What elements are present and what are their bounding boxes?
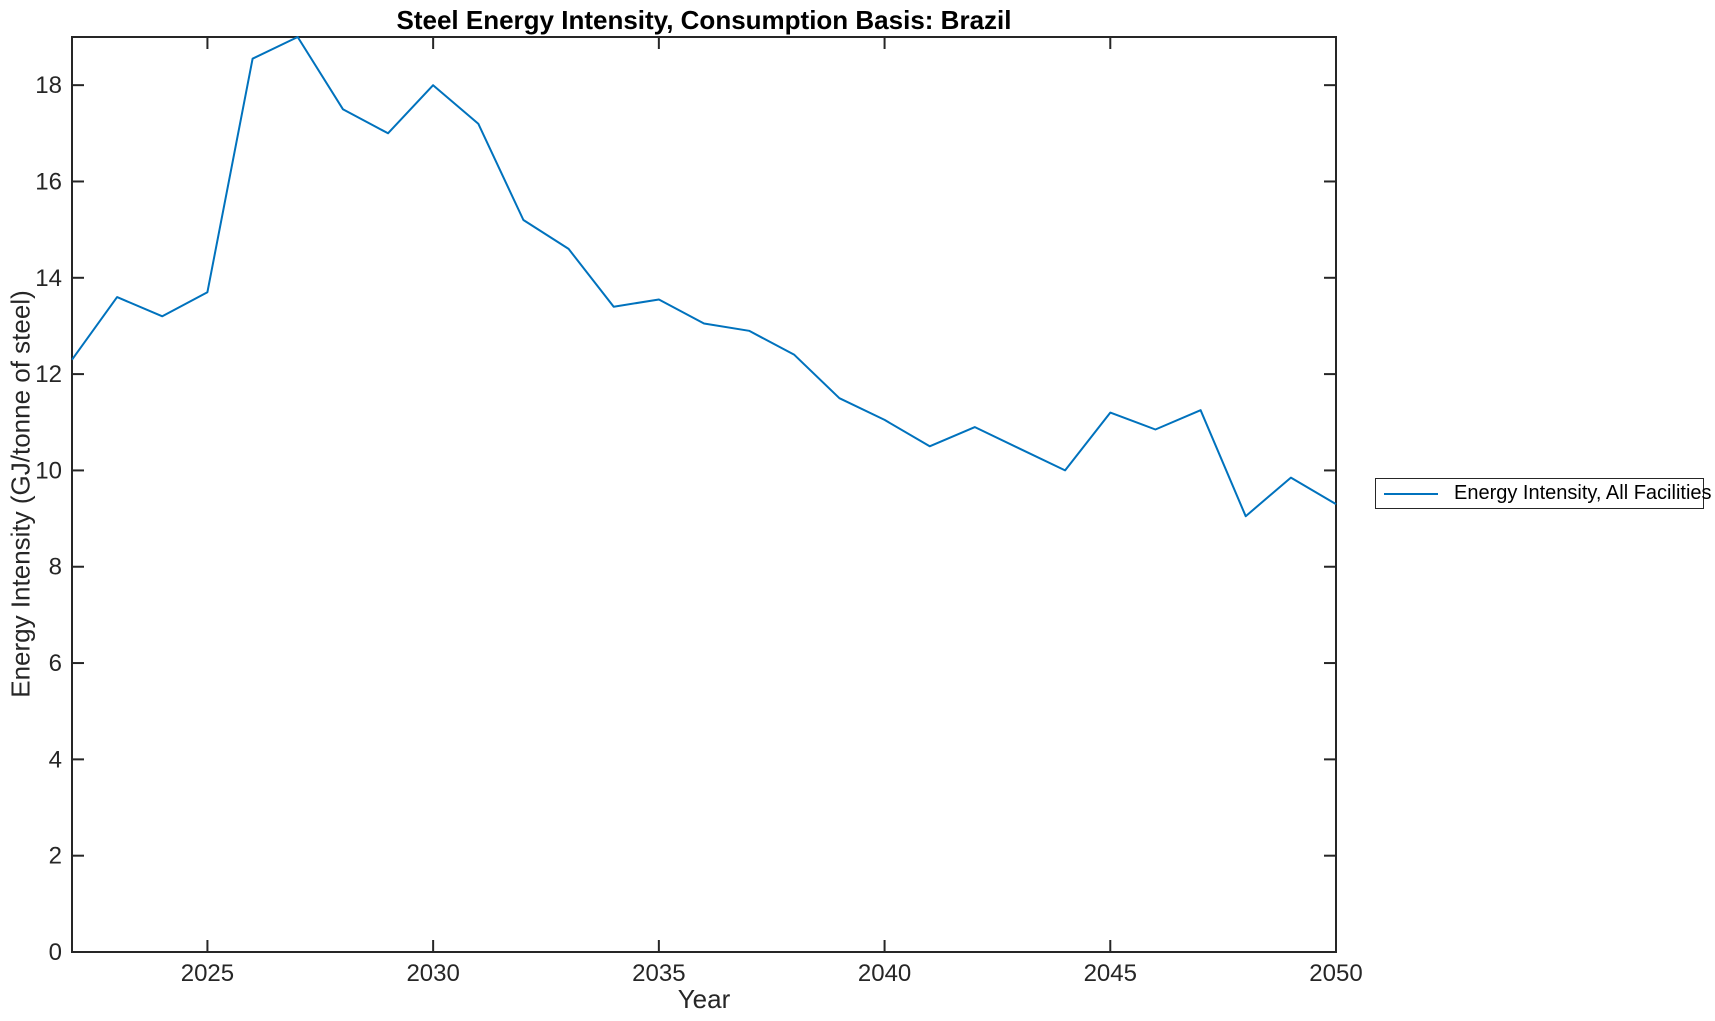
y-tick-label: 16 — [35, 168, 62, 195]
x-tick-label: 2035 — [632, 960, 685, 987]
y-tick-label: 10 — [35, 457, 62, 484]
x-tick-label: 2030 — [406, 960, 459, 987]
energy-intensity-line — [71, 36, 1337, 518]
legend-line-sample — [1384, 492, 1438, 495]
x-tick-label: 2050 — [1309, 960, 1362, 987]
y-tick-label: 2 — [49, 843, 62, 870]
y-tick-label: 4 — [49, 746, 62, 773]
x-axis-label: Year — [677, 984, 731, 1014]
y-tick-label: 8 — [49, 554, 62, 581]
legend-label: Energy Intensity, All Facilities — [1454, 482, 1712, 504]
y-axis-label: Energy Intensity (GJ/tonne of steel) — [5, 290, 36, 698]
y-tick-label: 18 — [35, 72, 62, 99]
y-tick-label: 12 — [35, 361, 62, 388]
x-tick-label: 2045 — [1084, 960, 1137, 987]
x-tick-label: 2040 — [858, 960, 911, 987]
legend: Energy Intensity, All Facilities — [1375, 478, 1712, 509]
x-tick-label: 2025 — [181, 960, 234, 987]
y-tick-label: 0 — [49, 939, 62, 966]
plot-box — [71, 36, 1337, 953]
chart-title: Steel Energy Intensity, Consumption Basi… — [396, 5, 1012, 35]
y-tick-label: 14 — [35, 265, 62, 292]
y-tick-label: 6 — [49, 650, 62, 677]
